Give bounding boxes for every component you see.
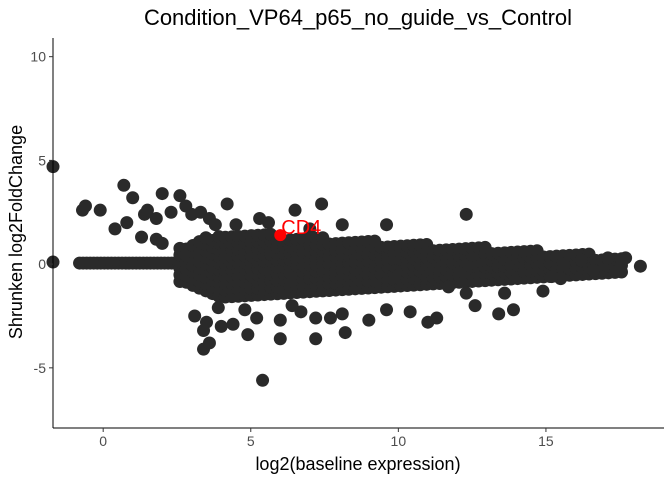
data-point (323, 311, 337, 325)
highlight-group: CD4 (274, 217, 321, 242)
data-point (586, 263, 600, 277)
chart-title: Condition_VP64_p65_no_guide_vs_Control (144, 5, 572, 30)
data-point (421, 315, 435, 329)
data-point (135, 230, 149, 244)
data-point (211, 301, 225, 315)
data-point (335, 307, 349, 321)
data-point (619, 251, 633, 265)
data-point (601, 251, 615, 265)
data-point (226, 317, 240, 331)
data-point (229, 218, 243, 232)
data-point (273, 313, 287, 327)
data-point (315, 197, 329, 211)
data-point (164, 205, 178, 219)
data-point (197, 324, 211, 337)
data-point (309, 332, 323, 346)
x-tick-label: 0 (99, 433, 107, 449)
data-point (173, 189, 187, 203)
data-point (380, 303, 394, 317)
data-point (273, 332, 287, 346)
data-points (46, 160, 647, 387)
data-point (149, 211, 163, 225)
data-point (117, 178, 131, 192)
data-point (188, 309, 202, 323)
data-point (285, 299, 299, 313)
data-point (492, 307, 506, 321)
data-point (498, 286, 512, 300)
highlight-point-cd4 (274, 229, 287, 242)
data-point (303, 222, 317, 236)
data-point (208, 218, 222, 232)
y-axis-title: Shrunken log2FoldChange (6, 125, 26, 339)
data-point (261, 216, 275, 230)
y-tick-label: 5 (38, 152, 46, 168)
data-point (241, 328, 255, 342)
data-point (545, 270, 559, 284)
data-point (536, 284, 550, 298)
axes (52, 38, 664, 429)
data-point (238, 303, 252, 317)
data-point (108, 222, 122, 236)
data-point (380, 218, 394, 232)
data-point (120, 216, 134, 230)
data-point (574, 253, 588, 267)
data-point (78, 199, 92, 213)
data-point (633, 259, 647, 273)
data-point (93, 203, 107, 217)
data-point (155, 187, 169, 201)
data-point (338, 326, 352, 340)
y-tick-label: 10 (30, 49, 46, 65)
x-axis-ticks: 0 5 10 15 (99, 428, 554, 449)
data-point (250, 311, 264, 325)
data-point (155, 236, 169, 250)
y-axis-ticks: -5 0 5 10 (30, 49, 53, 376)
data-point (362, 313, 376, 327)
x-tick-label: 5 (247, 433, 255, 449)
x-tick-label: 10 (391, 433, 407, 449)
data-point (309, 311, 323, 325)
data-point (140, 203, 154, 217)
data-point (202, 336, 216, 350)
data-point (403, 305, 417, 319)
data-point (126, 191, 140, 205)
y-tick-label: 0 (38, 256, 46, 272)
x-tick-label: 15 (538, 433, 554, 449)
point-cloud (73, 227, 628, 304)
data-point (468, 299, 482, 313)
data-point (256, 373, 270, 387)
data-point (459, 286, 473, 300)
highlight-label-cd4: CD4 (281, 217, 321, 239)
data-point (220, 197, 234, 211)
data-point (288, 203, 302, 217)
x-axis-title: log2(baseline expression) (255, 454, 460, 474)
y-tick-label: -5 (34, 360, 47, 376)
data-point (335, 218, 349, 232)
data-point (214, 319, 228, 333)
data-point (506, 303, 520, 317)
data-point (459, 207, 473, 221)
data-point (442, 280, 456, 294)
